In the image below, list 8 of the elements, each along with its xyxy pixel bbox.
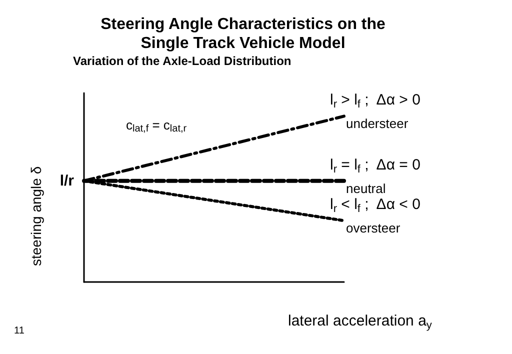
- chart-title: Steering Angle Characteristics on the Single Track Vehicle Model: [100, 16, 386, 52]
- series-label: neutral: [346, 180, 386, 196]
- y-axis-title: steering angle δ: [28, 166, 44, 266]
- series-label: understeer: [346, 116, 409, 132]
- series-label: oversteer: [346, 220, 401, 236]
- chart-subtitle: Variation of the Axle-Load Distribution: [73, 54, 292, 68]
- annotation: l/r: [60, 172, 74, 190]
- text: 11: [14, 326, 25, 336]
